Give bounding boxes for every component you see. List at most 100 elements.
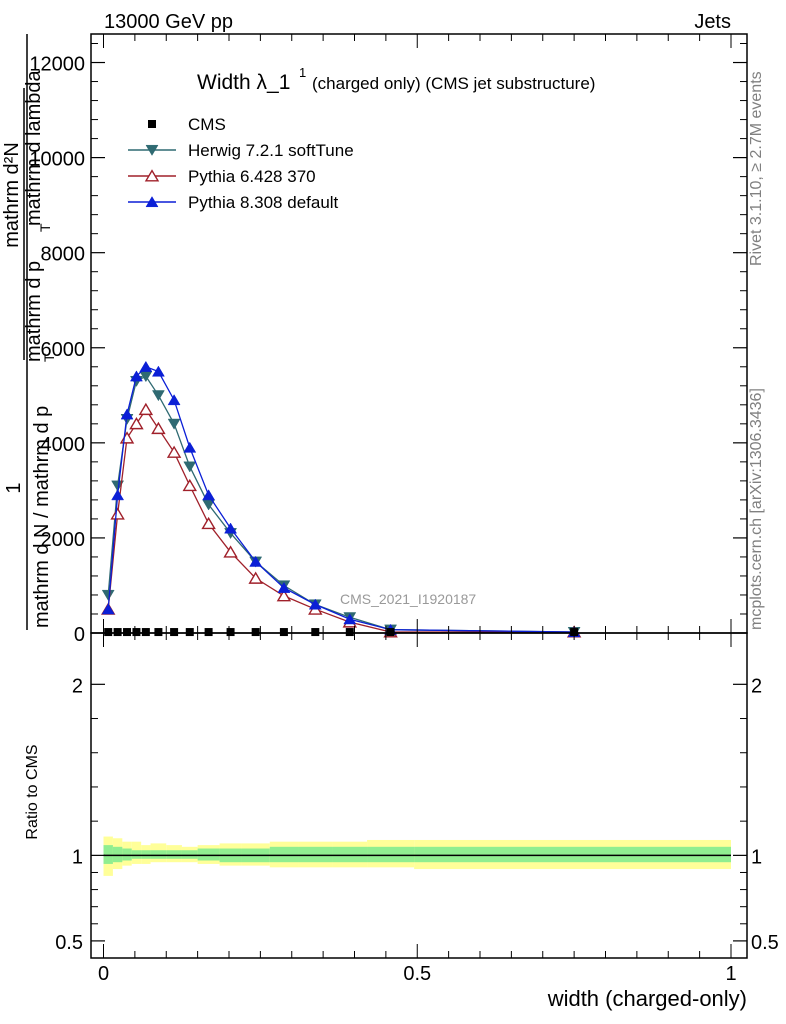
- series-point-pythia-8-308-default: [308, 598, 322, 610]
- series-point-cms: [226, 628, 235, 637]
- ratio-inner-band: [150, 850, 167, 859]
- series-point-pythia-6-428-370: [151, 421, 166, 435]
- series-point-pythia-6-428-370: [129, 417, 144, 430]
- legend: CMS Herwig 7.2.1 softTune Pythia 6.428 370…: [128, 115, 354, 212]
- series-point-pythia-6-428-370: [110, 507, 125, 520]
- series-point-herwig-7-2-1-softtune: [183, 461, 197, 473]
- main-ticks: 0 2000 4000 6000 8000 10000 12000: [29, 43, 747, 646]
- series-point-pythia-6-428-370: [223, 545, 238, 558]
- main-y-tick-label: 10000: [29, 149, 85, 171]
- series-point-cms: [123, 628, 132, 637]
- legend-marker-cms: [148, 120, 156, 128]
- y-title-nested-numerator: mathrm d²N: [1, 142, 23, 248]
- ratio-y-tick-label-right: 2: [751, 675, 762, 697]
- y-title-nested-subscript: T: [37, 223, 53, 232]
- series-point-pythia-6-428-370: [166, 445, 182, 458]
- main-y-tick-label: 4000: [41, 434, 86, 456]
- series-point-pythia-8-308-default: [167, 394, 181, 406]
- series-point-pythia-6-428-370: [182, 478, 198, 492]
- legend-marker-pythia-6-428-370: [144, 169, 160, 182]
- series-point-herwig-7-2-1-softtune: [167, 418, 181, 430]
- y-title-denominator: mathrm d N / mathrm d p: [31, 406, 53, 628]
- x-tick-label: 0.5: [403, 963, 431, 985]
- title-subtitle: (charged only) (CMS jet substructure): [312, 74, 595, 93]
- legend-marker-pythia-8-308-default: [145, 196, 159, 208]
- series-point-cms: [204, 628, 213, 637]
- main-y-axis-title: 1 mathrm d N / mathrm d p T mathrm d²N m…: [1, 34, 57, 630]
- ratio-inner-band: [181, 850, 198, 859]
- series-point-pythia-8-308-default: [120, 408, 134, 420]
- ratio-inner-band: [112, 846, 123, 863]
- title-main: Width λ_1: [197, 71, 290, 94]
- title-superscript: 1: [299, 65, 306, 80]
- ratio-inner-band: [141, 850, 151, 859]
- series-line-herwig-7-2-1-softtune: [107, 375, 575, 633]
- ratio-ticks: 0.5 0.5 1 1 2 2: [55, 675, 779, 954]
- series-point-pythia-6-428-370: [248, 571, 263, 584]
- series-line-pythia-8-308-default: [107, 366, 575, 633]
- series-point-pythia-8-308-default: [224, 522, 238, 534]
- main-y-tick-label: 6000: [41, 339, 86, 361]
- series-point-pythia-8-308-default: [202, 489, 216, 501]
- ratio-y-tick-label-right: 1: [751, 846, 762, 868]
- series-point-pythia-6-428-370: [276, 589, 292, 602]
- ratio-inner-band: [414, 846, 731, 863]
- main-y-tick-label: 8000: [41, 244, 86, 266]
- series-point-herwig-7-2-1-softtune: [101, 589, 115, 601]
- ratio-inner-band: [131, 850, 142, 859]
- series-point-cms: [104, 628, 113, 637]
- ratio-bands: [103, 836, 731, 876]
- y-title-nested-denominator: mathrm d p: [23, 261, 45, 362]
- y-title-denominator-subscript: T: [41, 353, 57, 362]
- ratio-panel: 0.5 0.5 1 1 2 2: [55, 632, 779, 959]
- x-axis-title: width (charged-only): [547, 986, 747, 1011]
- series-point-cms: [251, 628, 260, 637]
- series-point-cms: [154, 628, 163, 637]
- legend-label-pythia-8-308-default: Pythia 8.308 default: [188, 193, 339, 212]
- series-point-pythia-6-428-370: [138, 402, 154, 416]
- ratio-inner-band: [332, 846, 368, 863]
- legend-label-cms: CMS: [188, 115, 226, 134]
- ratio-inner-band: [122, 848, 132, 861]
- main-y-tick-label: 12000: [29, 54, 85, 76]
- series-point-cms: [386, 628, 395, 637]
- legend-label-herwig-7-2-1-softtune: Herwig 7.2.1 softTune: [188, 141, 354, 160]
- series-point-pythia-8-308-default: [277, 581, 291, 593]
- series-point-cms: [185, 628, 194, 637]
- ratio-inner-band: [103, 845, 113, 864]
- series-point-pythia-8-308-default: [151, 365, 165, 377]
- x-tick-label: 0: [98, 963, 109, 985]
- header-right: Jets: [694, 11, 731, 33]
- plot-title: Width λ_1 1 (charged only) (CMS jet subs…: [197, 65, 595, 94]
- rivet-label: Rivet 3.1.10, ≥ 2.7M events: [748, 71, 765, 266]
- series-point-cms: [279, 628, 288, 637]
- y-title-nested-tail: mathrm d lambda: [23, 70, 45, 226]
- ratio-inner-band: [197, 848, 220, 861]
- ratio-inner-band: [269, 846, 299, 863]
- ratio-y-tick-label: 0.5: [55, 932, 83, 954]
- ratio-frame: [90, 632, 748, 959]
- legend-marker-herwig-7-2-1-softtune: [145, 144, 159, 156]
- series-point-cms: [345, 628, 354, 637]
- main-y-tick-label: 2000: [41, 529, 86, 551]
- ratio-y-tick-label-right: 0.5: [751, 932, 779, 954]
- watermark: CMS_2021_I1920187: [340, 591, 476, 607]
- series-point-pythia-8-308-default: [130, 370, 143, 382]
- main-y-tick-label: 0: [74, 624, 85, 646]
- series-point-pythia-8-308-default: [111, 489, 125, 501]
- series-point-pythia-6-428-370: [201, 516, 216, 530]
- series-point-cms: [311, 628, 320, 637]
- mcplots-label: mcplots.cern.ch [arXiv:1306.3436]: [748, 388, 765, 630]
- series-point-cms: [132, 628, 141, 637]
- header-left: 13000 GeV pp: [104, 11, 233, 33]
- ratio-inner-band: [298, 846, 333, 863]
- series-point-pythia-8-308-default: [183, 441, 197, 453]
- x-tick-label: 1: [725, 963, 736, 985]
- series-point-pythia-8-308-default: [101, 603, 115, 615]
- series-point-pythia-8-308-default: [343, 613, 357, 625]
- ratio-inner-band: [166, 850, 182, 859]
- series-point-pythia-8-308-default: [139, 360, 153, 372]
- series-point-cms: [170, 628, 179, 637]
- ratio-y-tick-label: 1: [72, 846, 83, 868]
- main-series: [100, 360, 582, 638]
